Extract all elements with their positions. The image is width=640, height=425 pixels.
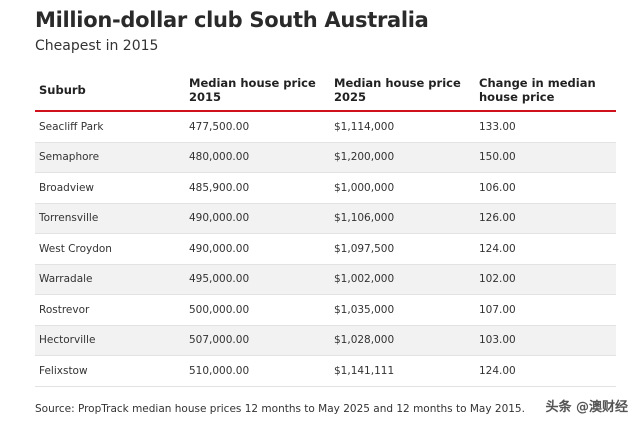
cell-change: 124.00 [475, 355, 616, 387]
cell-median-2015: 495,000.00 [185, 264, 330, 295]
header-median-2015: Median house price 2015 [185, 70, 330, 112]
cell-suburb: Semaphore [35, 142, 185, 173]
cell-change: 107.00 [475, 294, 616, 326]
cell-median-2025: $1,200,000 [330, 142, 475, 173]
table-row: West Croydon 490,000.00 $1,097,500 124.00 [35, 233, 616, 265]
cell-suburb: West Croydon [35, 233, 185, 265]
cell-change: 133.00 [475, 111, 616, 143]
cell-change: 103.00 [475, 325, 616, 356]
cell-median-2025: $1,028,000 [330, 325, 475, 356]
table-body: Seacliff Park 477,500.00 $1,114,000 133.00 S… [35, 111, 616, 387]
cell-median-2015: 485,900.00 [185, 172, 330, 204]
table-row: Seacliff Park 477,500.00 $1,114,000 133.00 [35, 111, 616, 143]
price-table-container: Suburb Median house price 2015 Median ho… [35, 70, 616, 387]
cell-suburb: Hectorville [35, 325, 185, 356]
table-header-row: Suburb Median house price 2015 Median ho… [35, 70, 616, 112]
table-row: Rostrevor 500,000.00 $1,035,000 107.00 [35, 294, 616, 326]
cell-median-2015: 477,500.00 [185, 111, 330, 143]
table-row: Semaphore 480,000.00 $1,200,000 150.00 [35, 142, 616, 173]
table-row: Warradale 495,000.00 $1,002,000 102.00 [35, 264, 616, 295]
header-median-2025: Median house price 2025 [330, 70, 475, 112]
source-note: Source: PropTrack median house prices 12… [35, 403, 525, 415]
cell-median-2025: $1,106,000 [330, 203, 475, 234]
cell-median-2025: $1,114,000 [330, 111, 475, 143]
cell-median-2025: $1,000,000 [330, 172, 475, 204]
cell-median-2015: 507,000.00 [185, 325, 330, 356]
cell-median-2025: $1,097,500 [330, 233, 475, 265]
cell-median-2015: 490,000.00 [185, 233, 330, 265]
table-row: Torrensville 490,000.00 $1,106,000 126.00 [35, 203, 616, 234]
cell-median-2015: 480,000.00 [185, 142, 330, 173]
cell-change: 106.00 [475, 172, 616, 204]
cell-suburb: Broadview [35, 172, 185, 204]
cell-suburb: Torrensville [35, 203, 185, 234]
page-subtitle: Cheapest in 2015 [35, 38, 159, 54]
cell-suburb: Felixstow [35, 355, 185, 387]
header-change: Change in median house price [475, 70, 616, 112]
cell-median-2015: 510,000.00 [185, 355, 330, 387]
cell-median-2015: 490,000.00 [185, 203, 330, 234]
header-suburb: Suburb [35, 70, 185, 112]
price-table: Suburb Median house price 2015 Median ho… [35, 70, 616, 387]
cell-median-2025: $1,002,000 [330, 264, 475, 295]
table-row: Hectorville 507,000.00 $1,028,000 103.00 [35, 325, 616, 356]
cell-median-2025: $1,035,000 [330, 294, 475, 326]
table-header: Suburb Median house price 2015 Median ho… [35, 70, 616, 112]
table-row: Broadview 485,900.00 $1,000,000 106.00 [35, 172, 616, 204]
cell-change: 126.00 [475, 203, 616, 234]
table-row: Felixstow 510,000.00 $1,141,111 124.00 [35, 355, 616, 387]
cell-median-2025: $1,141,111 [330, 355, 475, 387]
cell-suburb: Rostrevor [35, 294, 185, 326]
cell-suburb: Seacliff Park [35, 111, 185, 143]
cell-change: 150.00 [475, 142, 616, 173]
page-title: Million-dollar club South Australia [35, 8, 429, 32]
watermark: 头条 @澳财经 [545, 400, 628, 415]
cell-median-2015: 500,000.00 [185, 294, 330, 326]
cell-change: 102.00 [475, 264, 616, 295]
cell-change: 124.00 [475, 233, 616, 265]
cell-suburb: Warradale [35, 264, 185, 295]
